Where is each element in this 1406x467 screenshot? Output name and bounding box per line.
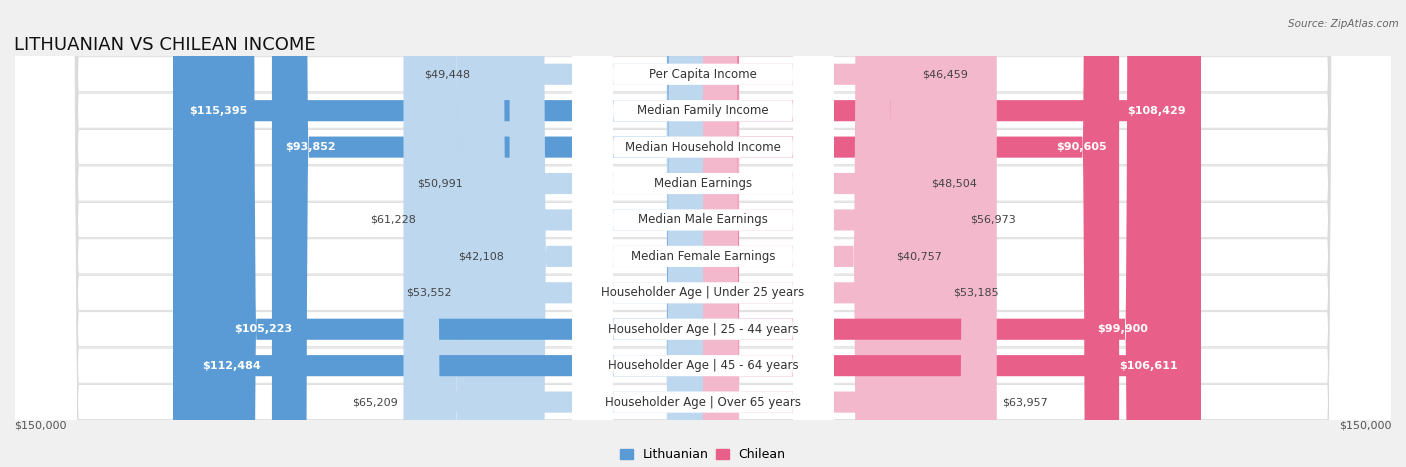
Text: $150,000: $150,000 — [14, 420, 66, 430]
FancyBboxPatch shape — [14, 0, 1392, 467]
FancyBboxPatch shape — [14, 0, 1392, 467]
FancyBboxPatch shape — [14, 0, 1392, 467]
FancyBboxPatch shape — [572, 0, 834, 467]
Text: $105,223: $105,223 — [235, 324, 292, 334]
FancyBboxPatch shape — [703, 0, 1161, 467]
Text: Median Family Income: Median Family Income — [637, 104, 769, 117]
Text: $65,209: $65,209 — [353, 397, 398, 407]
FancyBboxPatch shape — [703, 0, 917, 467]
Text: Per Capita Income: Per Capita Income — [650, 68, 756, 81]
FancyBboxPatch shape — [457, 0, 703, 467]
FancyBboxPatch shape — [572, 0, 834, 467]
Legend: Lithuanian, Chilean: Lithuanian, Chilean — [620, 448, 786, 461]
Text: $61,228: $61,228 — [370, 215, 416, 225]
Text: $63,957: $63,957 — [1002, 397, 1047, 407]
Text: $48,504: $48,504 — [931, 178, 977, 189]
Text: Householder Age | Under 25 years: Householder Age | Under 25 years — [602, 286, 804, 299]
FancyBboxPatch shape — [703, 0, 948, 467]
FancyBboxPatch shape — [14, 0, 1392, 467]
Text: $93,852: $93,852 — [285, 142, 336, 152]
FancyBboxPatch shape — [572, 0, 834, 467]
FancyBboxPatch shape — [572, 0, 834, 467]
Text: $42,108: $42,108 — [458, 251, 505, 262]
Text: $150,000: $150,000 — [1340, 420, 1392, 430]
Text: Median Earnings: Median Earnings — [654, 177, 752, 190]
FancyBboxPatch shape — [14, 0, 1392, 467]
Text: $99,900: $99,900 — [1097, 324, 1149, 334]
Text: $106,611: $106,611 — [1119, 361, 1178, 371]
Text: $53,552: $53,552 — [406, 288, 451, 298]
FancyBboxPatch shape — [572, 0, 834, 467]
FancyBboxPatch shape — [572, 0, 834, 467]
Text: LITHUANIAN VS CHILEAN INCOME: LITHUANIAN VS CHILEAN INCOME — [14, 36, 316, 54]
FancyBboxPatch shape — [14, 0, 1392, 467]
FancyBboxPatch shape — [703, 0, 890, 467]
FancyBboxPatch shape — [14, 0, 1392, 467]
Text: Source: ZipAtlas.com: Source: ZipAtlas.com — [1288, 19, 1399, 28]
FancyBboxPatch shape — [572, 0, 834, 467]
FancyBboxPatch shape — [572, 0, 834, 467]
FancyBboxPatch shape — [703, 0, 1192, 467]
FancyBboxPatch shape — [703, 0, 1119, 467]
FancyBboxPatch shape — [509, 0, 703, 467]
Text: Householder Age | 45 - 64 years: Householder Age | 45 - 64 years — [607, 359, 799, 372]
Text: $108,429: $108,429 — [1128, 106, 1187, 116]
Text: $56,973: $56,973 — [970, 215, 1017, 225]
FancyBboxPatch shape — [173, 0, 703, 467]
Text: $50,991: $50,991 — [418, 178, 464, 189]
FancyBboxPatch shape — [703, 0, 1201, 467]
FancyBboxPatch shape — [468, 0, 703, 467]
FancyBboxPatch shape — [404, 0, 703, 467]
Text: Householder Age | 25 - 44 years: Householder Age | 25 - 44 years — [607, 323, 799, 336]
Text: Median Male Earnings: Median Male Earnings — [638, 213, 768, 226]
FancyBboxPatch shape — [703, 0, 925, 467]
FancyBboxPatch shape — [572, 0, 834, 467]
FancyBboxPatch shape — [422, 0, 703, 467]
FancyBboxPatch shape — [703, 0, 965, 467]
FancyBboxPatch shape — [271, 0, 703, 467]
Text: $46,459: $46,459 — [922, 69, 967, 79]
Text: $49,448: $49,448 — [425, 69, 471, 79]
FancyBboxPatch shape — [14, 0, 1392, 467]
Text: Median Female Earnings: Median Female Earnings — [631, 250, 775, 263]
FancyBboxPatch shape — [219, 0, 703, 467]
Text: $40,757: $40,757 — [896, 251, 942, 262]
Text: $112,484: $112,484 — [202, 361, 260, 371]
FancyBboxPatch shape — [475, 0, 703, 467]
FancyBboxPatch shape — [187, 0, 703, 467]
Text: $53,185: $53,185 — [953, 288, 998, 298]
Text: $115,395: $115,395 — [188, 106, 247, 116]
Text: $90,605: $90,605 — [1056, 142, 1107, 152]
Text: Median Household Income: Median Household Income — [626, 141, 780, 154]
FancyBboxPatch shape — [703, 0, 997, 467]
Text: Householder Age | Over 65 years: Householder Age | Over 65 years — [605, 396, 801, 409]
FancyBboxPatch shape — [14, 0, 1392, 467]
FancyBboxPatch shape — [572, 0, 834, 467]
FancyBboxPatch shape — [14, 0, 1392, 467]
